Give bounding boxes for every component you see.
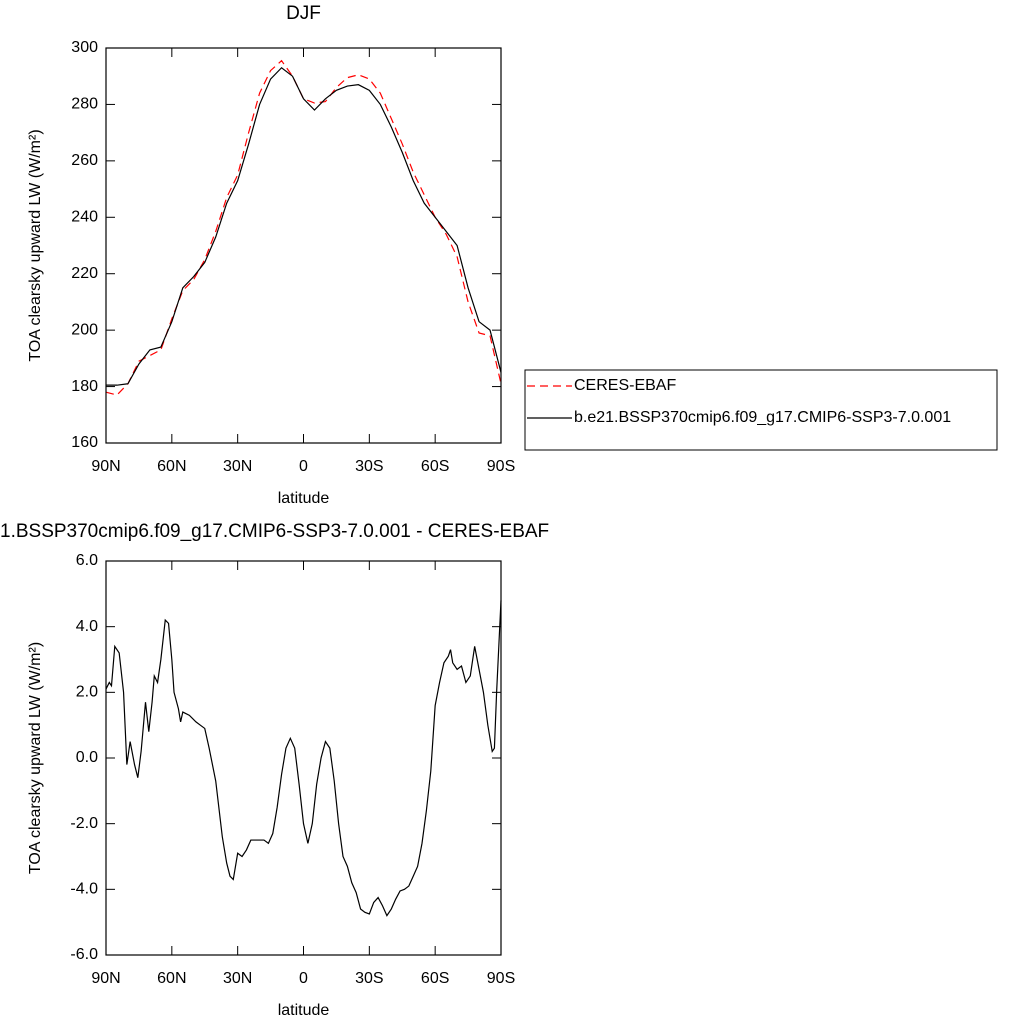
chart-title: 1.BSSP370cmip6.f09_g17.CMIP6-SSP3-7.0.00… <box>0 521 549 542</box>
y-tick-label: 160 <box>71 434 98 451</box>
legend-box <box>524 369 998 451</box>
x-tick-label: 60S <box>421 458 449 475</box>
x-tick-label: 90S <box>487 458 515 475</box>
y-tick-label: 220 <box>71 265 98 282</box>
x-tick-label: 30S <box>355 458 383 475</box>
y-tick-label: 240 <box>71 209 98 226</box>
y-tick-label: 4.0 <box>76 618 98 635</box>
data-line <box>105 600 502 917</box>
y-tick-label: 200 <box>71 321 98 338</box>
y-tick-label: -6.0 <box>70 946 98 963</box>
data-line <box>105 59 502 396</box>
x-tick-label: 90N <box>91 970 120 987</box>
legend-label: b.e21.BSSP370cmip6.f09_g17.CMIP6-SSP3-7.… <box>574 409 951 426</box>
plot-frame <box>105 47 502 444</box>
x-tick-label: 0 <box>299 970 308 987</box>
y-tick-label: 300 <box>71 39 98 56</box>
x-tick-label: 60S <box>421 970 449 987</box>
x-tick-label: 60N <box>157 970 186 987</box>
y-tick-label: -2.0 <box>70 815 98 832</box>
y-tick-label: 6.0 <box>76 552 98 569</box>
x-tick-label: 60N <box>157 458 186 475</box>
x-tick-label: 30N <box>223 970 252 987</box>
y-tick-label: 0.0 <box>76 749 98 766</box>
x-axis-label: latitude <box>278 490 330 507</box>
x-tick-label: 0 <box>299 458 308 475</box>
legend-label: CERES-EBAF <box>574 377 676 394</box>
chart-title: DJF <box>286 3 321 24</box>
data-line <box>106 66 502 386</box>
x-tick-label: 30N <box>223 458 252 475</box>
x-axis-label: latitude <box>278 1002 330 1019</box>
y-axis-label: TOA clearsky upward LW (W/m²) <box>27 129 44 361</box>
x-tick-label: 90N <box>91 458 120 475</box>
y-tick-label: 180 <box>71 378 98 395</box>
y-tick-label: 280 <box>71 96 98 113</box>
y-tick-label: -4.0 <box>70 881 98 898</box>
y-tick-label: 260 <box>71 152 98 169</box>
plot-frame <box>105 560 502 956</box>
y-tick-label: 2.0 <box>76 684 98 701</box>
x-tick-label: 90S <box>487 970 515 987</box>
y-axis-label: TOA clearsky upward LW (W/m²) <box>27 642 44 874</box>
x-tick-label: 30S <box>355 970 383 987</box>
